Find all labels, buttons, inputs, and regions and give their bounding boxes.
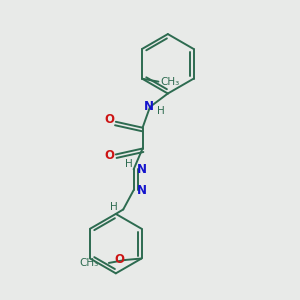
Text: O: O	[104, 113, 114, 126]
Text: H: H	[157, 106, 164, 116]
Text: H: H	[110, 202, 118, 212]
Text: H: H	[125, 159, 133, 169]
Text: N: N	[137, 184, 147, 197]
Text: CH₃: CH₃	[160, 76, 180, 87]
Text: CH₃: CH₃	[79, 258, 98, 268]
Text: N: N	[144, 100, 154, 113]
Text: O: O	[104, 149, 114, 162]
Text: O: O	[115, 254, 125, 266]
Text: N: N	[137, 163, 147, 176]
